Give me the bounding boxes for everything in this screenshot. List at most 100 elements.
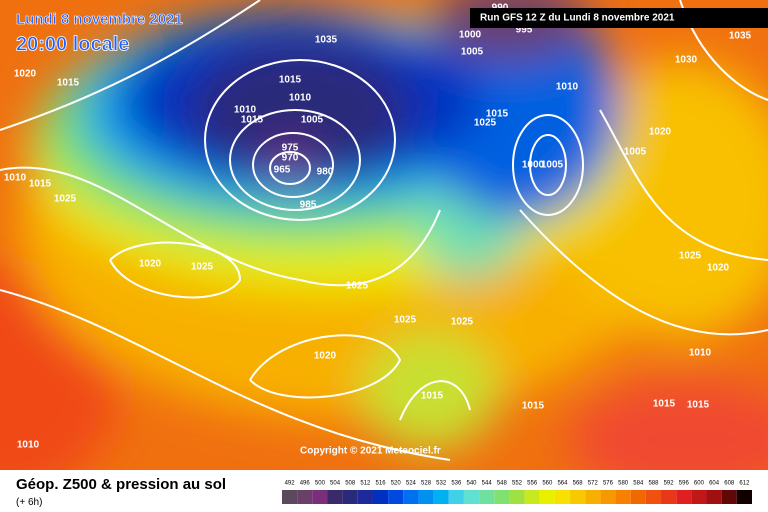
isobar-label: 965	[274, 165, 291, 176]
isobar-label: 1010	[556, 82, 579, 93]
scale-swatch	[479, 490, 495, 504]
scale-swatch	[585, 490, 601, 504]
isobar-label: 1025	[346, 281, 369, 292]
scale-swatch	[297, 490, 313, 504]
scale-swatch	[721, 490, 737, 504]
isobar-label: 1025	[54, 194, 77, 205]
isobar-label: 1010	[234, 105, 257, 116]
scale-swatch	[282, 490, 298, 504]
scale-label: 564	[557, 481, 568, 487]
isobar-label: 1000	[522, 160, 545, 171]
run-box	[470, 8, 768, 28]
scale-swatch	[372, 490, 389, 504]
scale-label: 520	[391, 481, 402, 487]
isobars	[0, 0, 768, 461]
map: 9909951000100510351030102010151035101510…	[0, 0, 768, 470]
footer-subtitle: (+ 6h)	[16, 497, 43, 508]
scale-label: 508	[345, 481, 356, 487]
scale-label: 556	[527, 481, 538, 487]
scale-swatch	[524, 490, 540, 504]
isobar-label: 1010	[17, 440, 40, 451]
color-scale: 492 496 500 504 508 512 516 520 524 528 532 536 540 5…	[282, 481, 752, 504]
scale-label: 492	[285, 481, 296, 487]
scale-label: 596	[679, 481, 690, 487]
isobar-label: 975	[282, 143, 299, 154]
scale-swatch	[554, 490, 571, 504]
isobar-label: 980	[317, 167, 334, 178]
scale-label: 580	[618, 481, 629, 487]
scale-swatch	[661, 490, 677, 504]
scale-swatch	[539, 490, 555, 504]
copyright: Copyright © 2021 Meteociel.fr	[300, 446, 441, 457]
isobar-label: 970	[282, 153, 299, 164]
isobar-label: 1015	[486, 109, 509, 120]
scale-label: 576	[603, 481, 614, 487]
scale-label: 544	[482, 481, 493, 487]
footer-title: Géop. Z500 & pression au sol	[16, 476, 227, 493]
isobar-label: 1025	[191, 262, 214, 273]
scale-swatch	[630, 490, 646, 504]
isobar-label: 1020	[314, 351, 337, 362]
scale-label: 524	[406, 481, 417, 487]
isobar-label: 1005	[624, 147, 647, 158]
isobar-label: 1015	[279, 75, 302, 86]
isobar-label: 995	[516, 25, 533, 36]
time-label: 20:00 locale	[16, 33, 129, 55]
scale-swatch	[600, 490, 616, 504]
scale-swatch	[357, 490, 373, 504]
scale-label: 516	[376, 481, 387, 487]
scale-label: 612	[739, 481, 750, 487]
scale-label: 604	[709, 481, 720, 487]
scale-swatch	[645, 490, 662, 504]
isobar-label: 1035	[315, 35, 338, 46]
isobar-label: 1020	[14, 69, 37, 80]
scale-label: 504	[330, 481, 341, 487]
scale-swatch	[342, 490, 358, 504]
scale-swatch	[509, 490, 525, 504]
scale-label: 500	[315, 481, 326, 487]
scale-swatch	[570, 490, 586, 504]
isobar-label: 1020	[707, 263, 730, 274]
isobar-labels: 9909951000100510351030102010151035101510…	[4, 3, 752, 451]
scale-label: 496	[300, 481, 311, 487]
date-title: Lundi 8 novembre 2021	[16, 11, 183, 28]
scale-label: 568	[573, 481, 584, 487]
isobar-label: 1015	[653, 399, 676, 410]
isobar-label: 1030	[675, 55, 698, 66]
scale-label: 540	[467, 481, 478, 487]
isobar-label: 1015	[57, 78, 80, 89]
scale-swatch	[706, 490, 722, 504]
isobar-label: 1010	[4, 173, 27, 184]
scale-swatch	[615, 490, 631, 504]
scale-label: 588	[648, 481, 659, 487]
scale-swatch	[736, 490, 752, 504]
isobar-label: 1005	[461, 47, 484, 58]
scale-label: 560	[542, 481, 553, 487]
isobar-label: 1015	[29, 179, 52, 190]
isobar-label: 1025	[394, 315, 417, 326]
scale-swatch	[327, 490, 343, 504]
isobar-label: 1005	[301, 115, 324, 126]
isobar-label: 1010	[689, 348, 712, 359]
scale-label: 536	[451, 481, 462, 487]
scale-label: 584	[633, 481, 644, 487]
isobar-label: 1005	[541, 160, 564, 171]
isobar-label: 1015	[241, 115, 264, 126]
scale-label: 608	[724, 481, 735, 487]
scale-swatch	[691, 490, 707, 504]
isobar-label: 1020	[139, 259, 162, 270]
isobar-label: 1025	[679, 251, 702, 262]
scale-label: 552	[512, 481, 523, 487]
scale-label: 600	[694, 481, 705, 487]
isobar-label: 1025	[451, 317, 474, 328]
scale-label: 528	[421, 481, 432, 487]
scale-swatch	[312, 490, 328, 504]
run-label: Run GFS 12 Z du Lundi 8 novembre 2021	[480, 13, 675, 24]
scale-swatch	[433, 490, 449, 504]
isobar-label: 985	[300, 200, 317, 211]
scale-label: 592	[664, 481, 675, 487]
scale-swatch	[418, 490, 434, 504]
scale-label: 548	[497, 481, 508, 487]
isobar-label: 1035	[729, 31, 752, 42]
